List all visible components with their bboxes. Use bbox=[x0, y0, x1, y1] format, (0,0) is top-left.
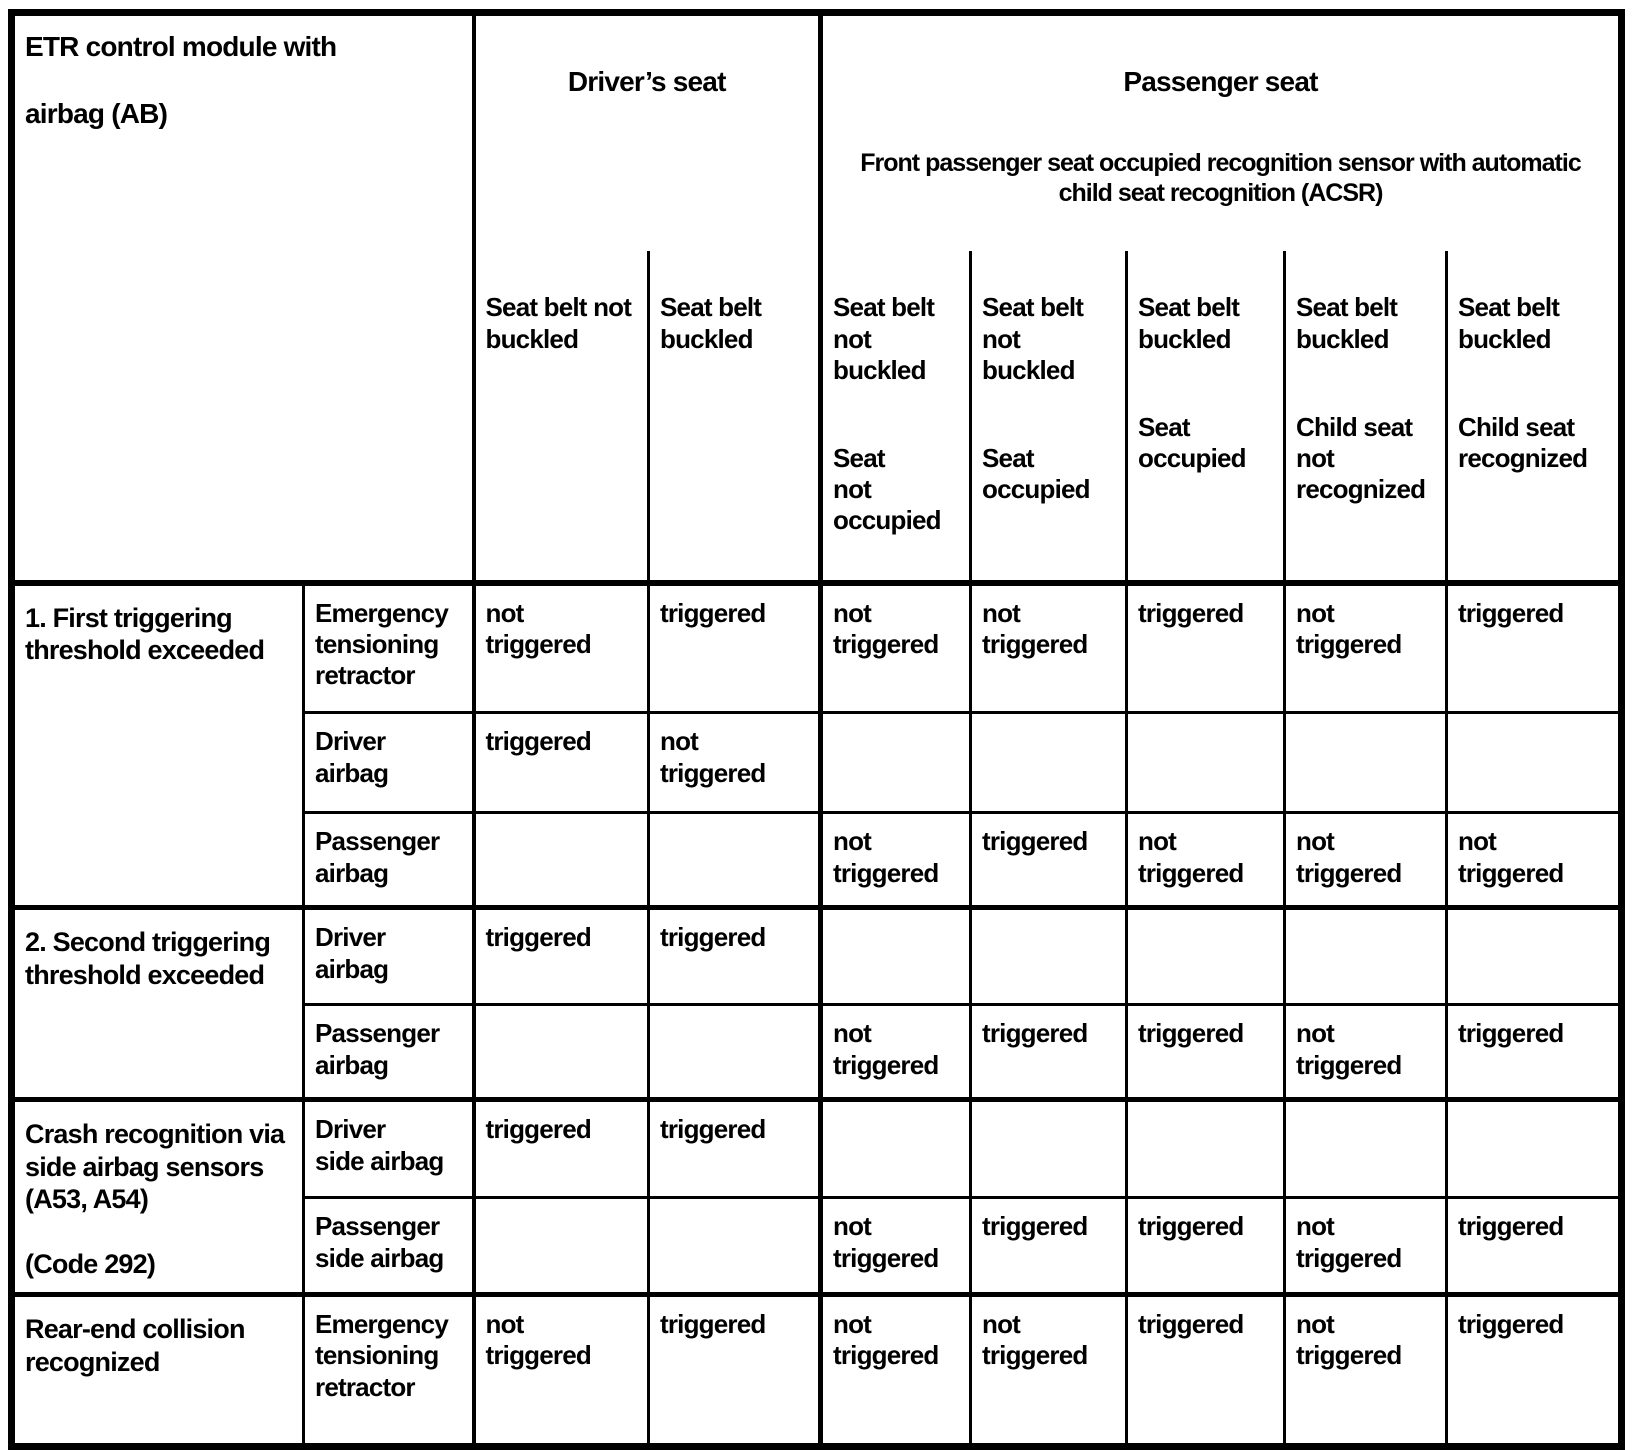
etr-airbag-trigger-table: ETR control module with airbag (AB) Driv… bbox=[8, 9, 1625, 1450]
component-cell: Emergency tensioning retractor bbox=[302, 1293, 476, 1449]
value-cell: triggered bbox=[969, 1003, 1128, 1103]
component-cell: Driver airbag bbox=[302, 906, 476, 1007]
driver-seat-header-cell: Driver’s seat bbox=[472, 11, 823, 252]
component-cell: Driver side airbag bbox=[302, 1098, 476, 1200]
value-cell bbox=[969, 711, 1128, 815]
value-cell: triggered bbox=[647, 906, 823, 1007]
value-cell: not triggered bbox=[819, 1196, 972, 1298]
column-header-pass-buckled-occupied: Seat belt buckled Seat occupied bbox=[1125, 251, 1286, 586]
column-header-pass-buckled-childseat-notrecognized: Seat belt buckled Child seat not recogni… bbox=[1283, 251, 1448, 586]
belt-state-label: Seat belt not buckled bbox=[982, 292, 1084, 385]
belt-state-label: Seat belt buckled bbox=[1138, 292, 1240, 354]
occupancy-state-label: Seat not occupied bbox=[833, 443, 942, 536]
value-cell: not triggered bbox=[819, 581, 972, 715]
belt-state-label: Seat belt not buckled bbox=[485, 292, 632, 354]
value-cell bbox=[1445, 906, 1623, 1007]
value-cell: not triggered bbox=[647, 711, 823, 815]
column-header-pass-notbuckled-occupied: Seat belt not buckled Seat occupied bbox=[969, 251, 1128, 586]
value-cell bbox=[819, 1098, 972, 1200]
column-header-driver-buckled: Seat belt buckled bbox=[647, 251, 823, 586]
value-cell bbox=[1445, 1098, 1623, 1200]
occupancy-state-label: Seat occupied bbox=[1138, 411, 1247, 474]
value-cell: triggered bbox=[1445, 581, 1623, 715]
driver-seat-title: Driver’s seat bbox=[567, 66, 727, 98]
value-cell bbox=[1125, 1098, 1286, 1200]
value-cell: triggered bbox=[1125, 1003, 1286, 1103]
section-label: Crash recognition via side airbag sensor… bbox=[10, 1098, 305, 1298]
belt-state-label: Seat belt buckled bbox=[1296, 292, 1398, 354]
value-cell: not triggered bbox=[1283, 1293, 1448, 1449]
value-cell bbox=[647, 811, 823, 911]
value-cell: triggered bbox=[472, 711, 650, 815]
value-cell: not triggered bbox=[819, 1003, 972, 1103]
section-label: 2. Second triggering threshold exceeded bbox=[10, 906, 305, 1103]
value-cell: triggered bbox=[1125, 1196, 1286, 1298]
value-cell: not triggered bbox=[1283, 1003, 1448, 1103]
value-cell bbox=[1445, 711, 1623, 815]
value-cell bbox=[472, 1003, 650, 1103]
column-header-driver-not-buckled: Seat belt not buckled bbox=[472, 251, 650, 586]
value-cell: triggered bbox=[472, 1098, 650, 1200]
section-label: 1. First triggering threshold exceeded bbox=[10, 581, 305, 911]
value-cell: triggered bbox=[1445, 1293, 1623, 1449]
belt-state-label: Seat belt buckled bbox=[660, 292, 762, 354]
value-cell bbox=[647, 1003, 823, 1103]
value-cell bbox=[647, 1196, 823, 1298]
value-cell: triggered bbox=[647, 581, 823, 715]
value-cell bbox=[819, 906, 972, 1007]
value-cell: not triggered bbox=[969, 581, 1128, 715]
value-cell: not triggered bbox=[472, 1293, 650, 1449]
value-cell: not triggered bbox=[819, 1293, 972, 1449]
value-cell: triggered bbox=[1445, 1196, 1623, 1298]
occupancy-state-label: Child seat not recognized bbox=[1296, 411, 1426, 505]
value-cell: not triggered bbox=[969, 1293, 1128, 1449]
passenger-seat-subtitle: Front passenger seat occupied recognitio… bbox=[860, 148, 1581, 207]
occupancy-state-label: Child seat recognized bbox=[1458, 411, 1588, 474]
component-cell: Emergency tensioning retractor bbox=[302, 581, 476, 715]
value-cell: triggered bbox=[969, 811, 1128, 911]
value-cell bbox=[1125, 711, 1286, 815]
value-cell bbox=[472, 811, 650, 911]
component-cell: Passenger side airbag bbox=[302, 1196, 476, 1298]
value-cell: triggered bbox=[647, 1098, 823, 1200]
occupancy-state-label: Seat occupied bbox=[982, 443, 1091, 505]
section-label: Rear-end collision recognized bbox=[10, 1293, 305, 1450]
value-cell: triggered bbox=[969, 1196, 1128, 1298]
component-cell: Passenger airbag bbox=[302, 1003, 476, 1103]
value-cell bbox=[1283, 711, 1448, 815]
belt-state-label: Seat belt buckled bbox=[1458, 292, 1560, 354]
value-cell: not triggered bbox=[1283, 581, 1448, 715]
value-cell: triggered bbox=[1445, 1003, 1623, 1103]
value-cell: triggered bbox=[1125, 581, 1286, 715]
value-cell bbox=[1283, 1098, 1448, 1200]
value-cell bbox=[969, 906, 1128, 1007]
value-cell: triggered bbox=[1125, 1293, 1286, 1449]
value-cell: triggered bbox=[647, 1293, 823, 1449]
value-cell: not triggered bbox=[1283, 1196, 1448, 1298]
value-cell: triggered bbox=[472, 906, 650, 1007]
value-cell bbox=[969, 1098, 1128, 1200]
component-cell: Passenger airbag bbox=[302, 811, 476, 911]
value-cell: not triggered bbox=[819, 811, 972, 911]
column-header-pass-notbuckled-notoccupied: Seat belt not buckled Seat not occupied bbox=[819, 251, 972, 586]
value-cell: not triggered bbox=[1445, 811, 1623, 911]
value-cell bbox=[472, 1196, 650, 1298]
passenger-seat-header-cell: Passenger seat Front passenger seat occu… bbox=[819, 11, 1623, 252]
value-cell: not triggered bbox=[1283, 811, 1448, 911]
value-cell: not triggered bbox=[472, 581, 650, 715]
value-cell bbox=[819, 711, 972, 815]
passenger-seat-title: Passenger seat bbox=[1123, 66, 1318, 98]
value-cell: not triggered bbox=[1125, 811, 1286, 911]
column-header-pass-buckled-childseat-recognized: Seat belt buckled Child seat recognized bbox=[1445, 251, 1623, 586]
component-cell: Driver airbag bbox=[302, 711, 476, 815]
belt-state-label: Seat belt not buckled bbox=[833, 292, 935, 385]
corner-header-cell: ETR control module with airbag (AB) bbox=[10, 10, 476, 586]
value-cell bbox=[1283, 906, 1448, 1007]
value-cell bbox=[1125, 906, 1286, 1007]
